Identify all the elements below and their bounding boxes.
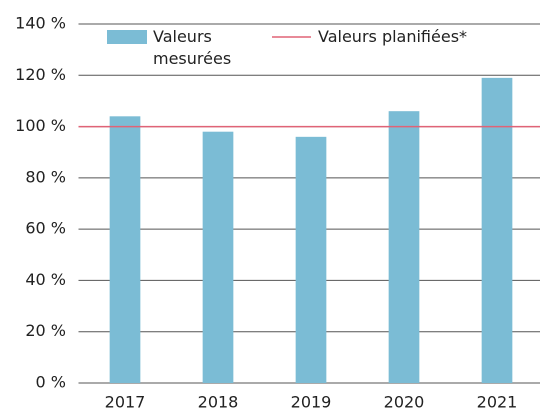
bar [202, 131, 234, 383]
y-tick-label: 80 % [25, 167, 66, 186]
y-tick-label: 40 % [25, 270, 66, 289]
x-tick-label: 2020 [384, 393, 425, 412]
y-tick-label: 100 % [15, 116, 66, 135]
legend-label: Valeurs planifiées* [318, 26, 468, 48]
y-tick-label: 60 % [25, 219, 66, 238]
x-tick-label: 2017 [105, 393, 146, 412]
y-tick-label: 0 % [36, 373, 66, 392]
bar [109, 116, 141, 384]
y-tick-label: 140 % [15, 14, 66, 33]
legend-swatch [107, 30, 147, 44]
y-tick-label: 120 % [15, 65, 66, 84]
bar [481, 77, 513, 383]
x-tick-label: 2019 [291, 393, 332, 412]
x-tick-label: 2021 [477, 393, 518, 412]
bar [388, 111, 420, 383]
y-tick-label: 20 % [25, 321, 66, 340]
legend-label: Valeurs mesurées [153, 26, 253, 70]
x-tick-label: 2018 [198, 393, 239, 412]
bar [295, 136, 327, 383]
